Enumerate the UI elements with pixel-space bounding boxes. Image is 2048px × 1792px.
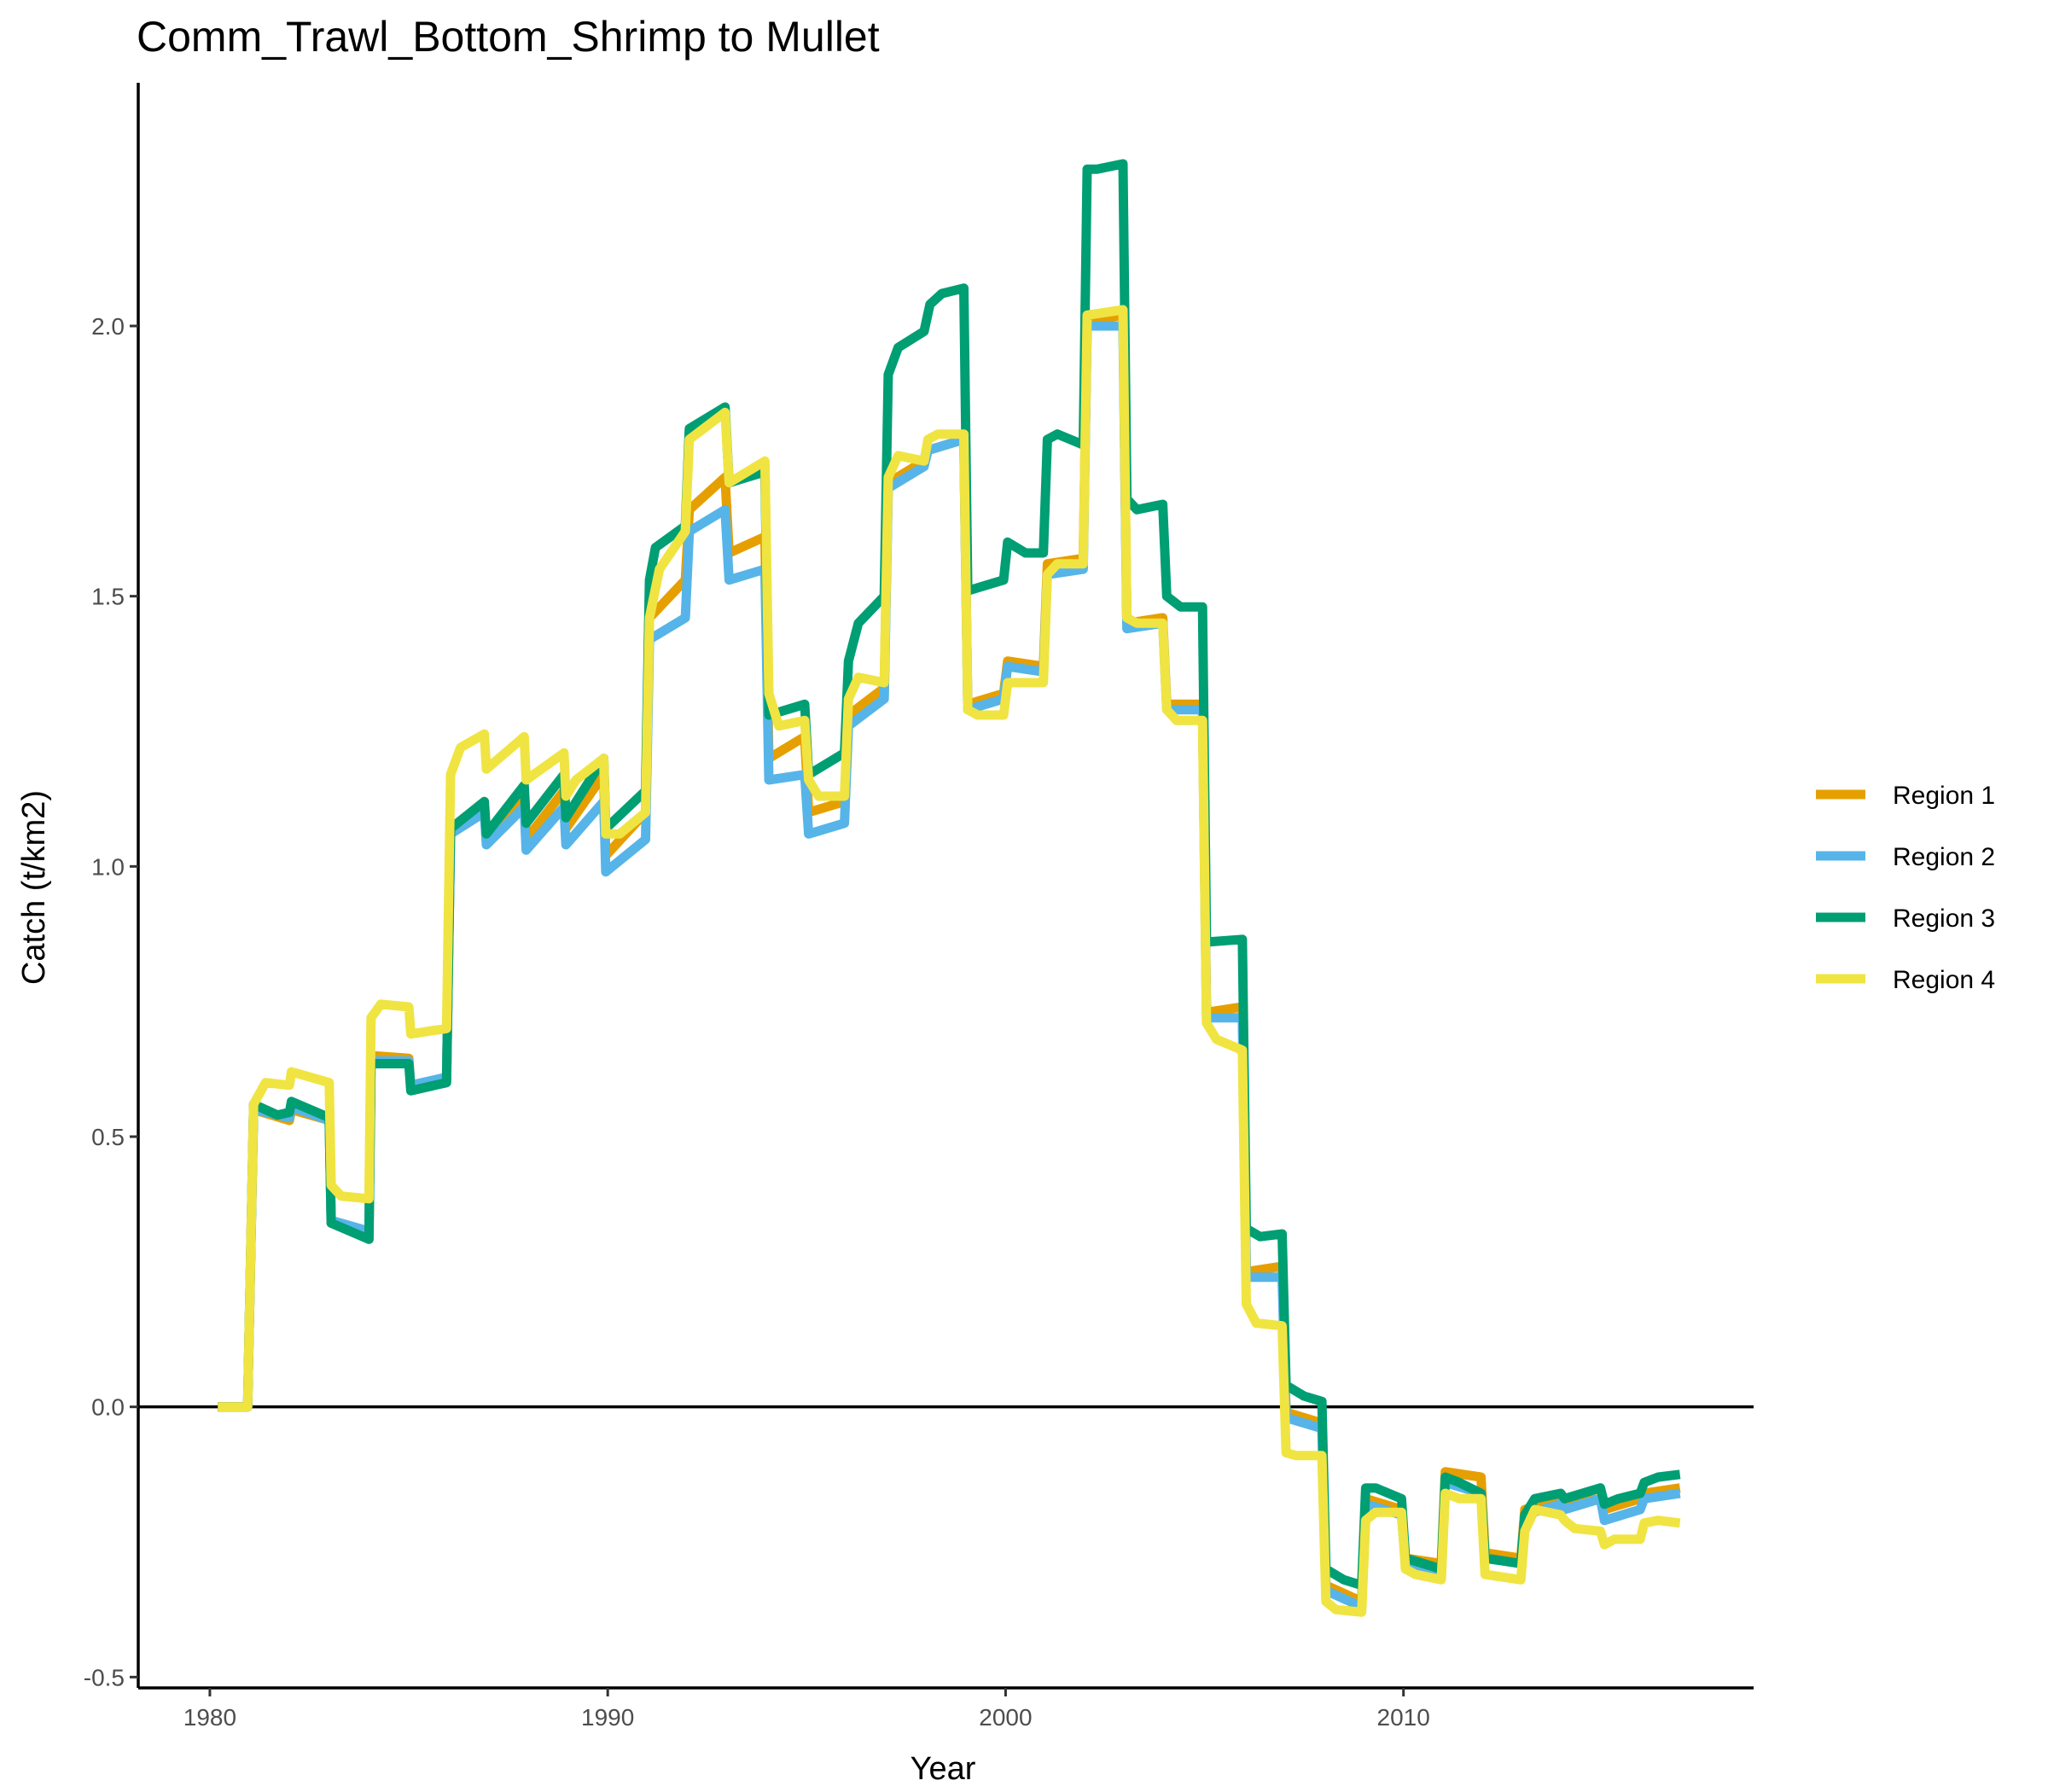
- legend-label-region-3: Region 3: [1893, 905, 1995, 933]
- legend-label-region-4: Region 4: [1893, 966, 1995, 994]
- legend-label-region-1: Region 1: [1893, 782, 1995, 810]
- series-line-region-3: [218, 159, 1681, 1591]
- legend: Region 1 Region 2 Region 3 Region 4: [1816, 782, 1995, 994]
- x-tick-label: 1980: [183, 1704, 236, 1731]
- series-line-region-2: [218, 321, 1681, 1612]
- legend-label-region-2: Region 2: [1893, 843, 1995, 871]
- y-tick-label: 1.0: [91, 853, 125, 880]
- y-tick-label: -0.5: [84, 1664, 125, 1690]
- x-tick-label: 2000: [979, 1704, 1032, 1731]
- x-axis-title: Year: [911, 1751, 976, 1787]
- y-tick-label: 2.0: [91, 313, 125, 340]
- y-tick-label: 0.5: [91, 1124, 125, 1150]
- series-line-region-4: [218, 305, 1681, 1617]
- y-axis-title: Catch (t/km2): [16, 790, 52, 985]
- chart-title: Comm_Trawl_Bottom_Shrimp to Mullet: [137, 13, 880, 61]
- y-tick-label: 0.0: [91, 1394, 125, 1421]
- plot-area: -0.5 0.0 0.5 1.0 1.5 2.0 1980 1990 2000 2010: [84, 83, 1754, 1731]
- x-tick-label: 2010: [1377, 1704, 1430, 1731]
- y-tick-label: 1.5: [91, 584, 125, 610]
- series-line-region-1: [218, 310, 1681, 1607]
- x-tick-label: 1990: [581, 1704, 634, 1731]
